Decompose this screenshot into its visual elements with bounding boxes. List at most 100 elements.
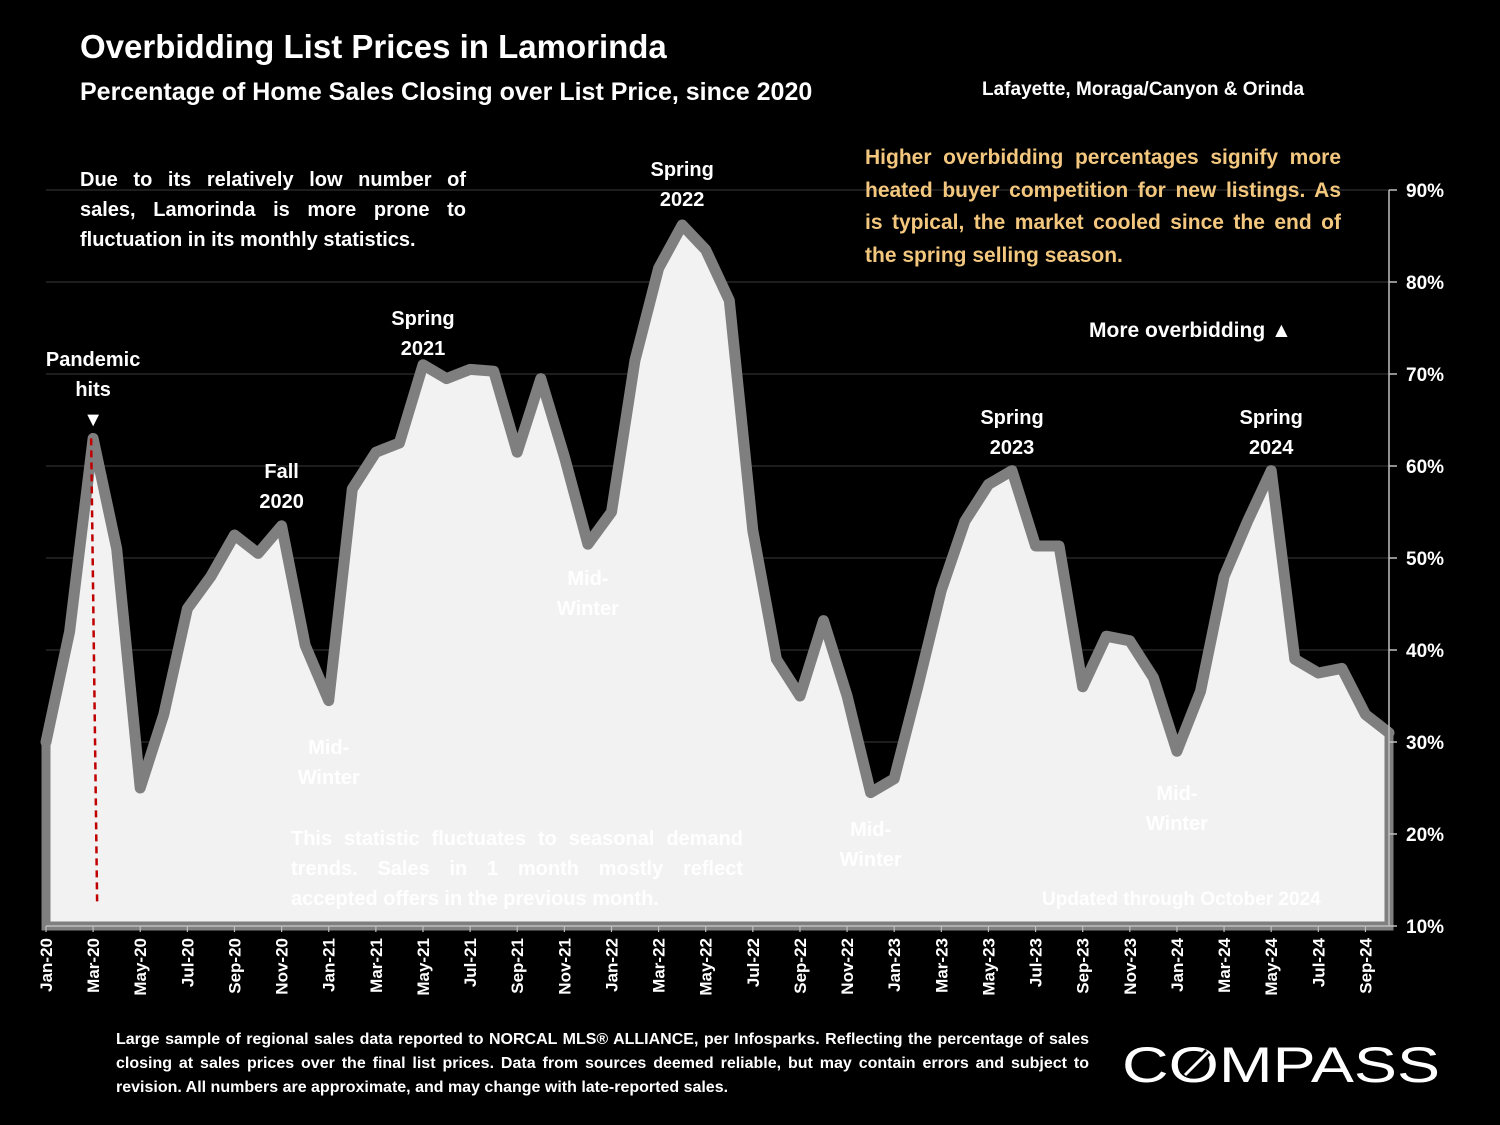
x-tick-label: Nov-21 [555,938,574,995]
x-tick-label: Sep-22 [791,938,810,994]
data-point [114,546,119,551]
data-point [138,786,143,790]
data-point [774,657,779,662]
data-point [1245,519,1250,524]
data-point [703,247,708,252]
data-point [1363,712,1368,717]
annotation-line: Spring [650,159,713,181]
data-point [468,367,473,372]
compass-logo-text: COMPASS [1122,1037,1440,1093]
data-point [750,528,755,533]
data-point [326,698,331,703]
data-point [1151,675,1156,680]
annotation-line: 2020 [259,491,304,513]
x-tick-label: Mar-21 [367,938,386,993]
y-tick-label: 50% [1406,549,1444,570]
x-tick-label: May-20 [131,938,150,996]
data-point [538,376,543,381]
y-tick-label: 90% [1406,181,1444,202]
y-tick-label: 70% [1406,365,1444,386]
volatility-note: Due to its relatively low number of sale… [80,169,466,251]
data-point [868,790,873,795]
data-point [420,362,425,367]
data-point [1010,468,1015,473]
y-tick-label: 60% [1406,457,1444,478]
chart-subtitle: Percentage of Home Sales Closing over Li… [80,78,813,106]
annotation-fall-2020: Fall 2020 [259,461,304,513]
annotation-line: Spring [391,308,454,330]
data-point [609,510,614,514]
x-tick-label: Sep-20 [225,938,244,994]
region-label: Lafayette, Moraga/Canyon & Orinda [982,79,1305,100]
data-point [892,776,897,781]
data-point [585,542,590,547]
annotation-line: 2021 [401,338,446,360]
more-overbidding-label: More overbidding ▲ [1089,319,1292,342]
x-tick-label: Mar-22 [650,938,669,993]
annotation-line: Spring [980,407,1043,429]
disclaimer-footer: Large sample of regional sales data repo… [116,1031,1089,1096]
competition-note: Higher overbidding percentages signify m… [865,146,1341,267]
y-tick-label: 30% [1406,733,1444,754]
data-point [797,694,802,698]
data-point [915,684,920,689]
annotation-spring-2022: Spring 2022 [650,159,713,211]
data-point [1033,544,1038,549]
x-tick-label: Mar-23 [932,938,951,993]
data-point [680,222,685,227]
data-point [397,441,402,445]
data-point [656,266,661,271]
data-point [161,712,166,717]
seasonal-note: This statistic fluctuates to seasonal de… [291,828,743,910]
data-point [1222,574,1227,579]
x-axis: Jan-20 Mar-20 May-20 Jul-20 Sep-20 Nov-20 Jan-… [37,925,1389,996]
annotation-line: Winter [840,849,902,871]
annotation-mid-winter: Mid- Winter [298,737,360,789]
data-point [1316,671,1321,675]
data-point [962,519,967,524]
annotation-line: Mid- [567,568,608,590]
y-tick-label: 10% [1406,917,1444,938]
y-tick-label: 40% [1406,641,1444,662]
annotation-spring-2023: Spring 2023 [980,407,1043,459]
data-point [1080,684,1085,689]
annotation-line: Winter [1146,813,1208,835]
annotation-line: Winter [557,598,619,620]
x-tick-label: Jan-21 [320,938,339,992]
data-point [279,523,284,528]
x-tick-label: Mar-20 [84,938,103,993]
annotations: Pandemic hits ▼ Fall 2020 Mid- Winter Spring 202… [46,159,1303,871]
annotation-spring-2021: Spring 2021 [391,308,454,360]
x-tick-label: Jan-23 [885,938,904,992]
data-point [986,482,991,487]
annotation-line: hits [75,379,111,401]
annotation-line: Mid- [850,819,891,841]
x-tick-label: Jul-24 [1309,937,1328,987]
y-tick-label: 20% [1406,825,1444,846]
data-point [633,358,638,363]
data-point [303,643,308,648]
annotation-line: Winter [298,767,360,789]
data-point [562,454,567,459]
data-point [1174,749,1179,754]
x-tick-label: Jan-20 [37,938,56,992]
data-point [208,574,213,579]
annotation-line: 2024 [1249,437,1294,459]
data-point [727,298,732,303]
annotation-line: 2023 [990,437,1035,459]
annotation-pandemic-hits: Pandemic hits ▼ [46,349,140,431]
series-line [40,219,1395,799]
y-tick-label: 80% [1406,273,1444,294]
annotation-mid-winter: Mid- Winter [840,819,902,871]
x-tick-label: Nov-20 [273,938,292,995]
annotation-mid-winter: Mid- Winter [1146,783,1208,835]
data-point [821,618,826,623]
data-point [350,487,355,491]
x-tick-label: Jul-22 [744,938,763,987]
x-tick-label: Jul-21 [461,938,480,987]
x-tick-label: Sep-23 [1074,938,1093,994]
pandemic-marker-line [89,438,99,903]
annotation-line: Mid- [1156,783,1197,805]
x-tick-label: Jul-20 [178,938,197,987]
area-fill [46,225,1389,926]
